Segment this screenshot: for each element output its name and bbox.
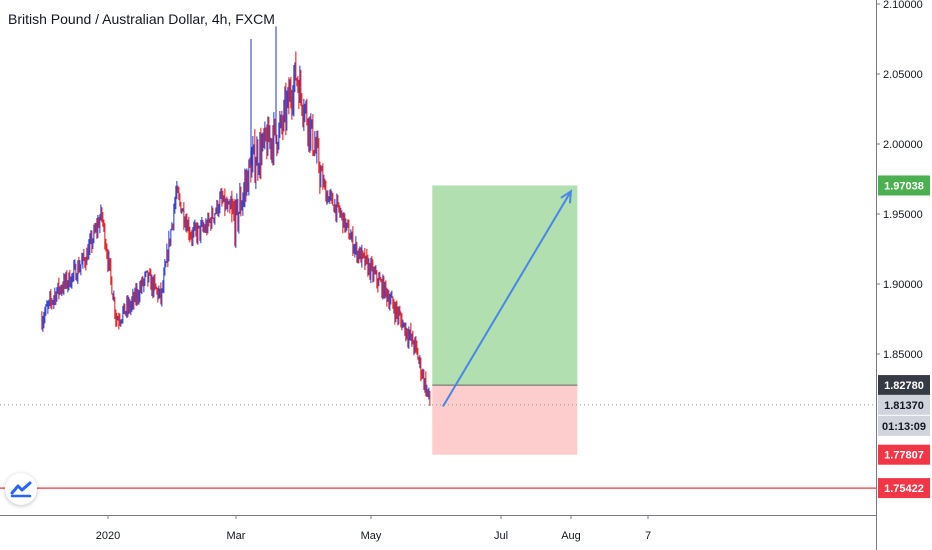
target-price-tag: 1.97038 bbox=[884, 180, 924, 192]
candles bbox=[41, 26, 431, 406]
price-axis[interactable]: 2.10000 2.05000 2.00000 1.95000 1.90000 1.850… bbox=[876, 0, 932, 550]
line-price-tag: 1.75422 bbox=[884, 483, 924, 495]
trend-arrow[interactable] bbox=[442, 189, 573, 408]
price-axis-bg[interactable] bbox=[876, 0, 932, 550]
y-tick-label-4: 1.90000 bbox=[883, 279, 923, 291]
countdown-tag: 01:13:09 bbox=[882, 421, 926, 433]
target-price-tag-bg bbox=[878, 175, 930, 196]
stop-price-tag: 1.77807 bbox=[884, 450, 924, 462]
entry-price-tag-bg bbox=[878, 375, 930, 396]
target-zone[interactable] bbox=[432, 185, 578, 386]
chart-title: British Pound / Australian Dollar, 4h, F… bbox=[8, 11, 275, 27]
x-tick-label-0: 2020 bbox=[96, 530, 120, 542]
stop-zone[interactable] bbox=[432, 385, 578, 455]
arrow-head[interactable] bbox=[560, 189, 573, 204]
entry-price-tag: 1.82780 bbox=[884, 380, 924, 392]
time-axis[interactable]: 2020 Mar May Jul Aug 7 bbox=[0, 515, 876, 550]
y-tick-label-0: 2.10000 bbox=[883, 0, 923, 11]
line-price-tag-bg bbox=[878, 478, 930, 499]
countdown-tag-bg bbox=[878, 415, 930, 436]
y-tick-label-3: 1.95000 bbox=[883, 209, 923, 221]
time-axis-bg[interactable] bbox=[0, 515, 876, 550]
logo-icon bbox=[10, 481, 32, 498]
y-tick-label-2: 2.00000 bbox=[883, 139, 923, 151]
arrow-line[interactable] bbox=[442, 190, 572, 408]
y-tick-label-1: 2.05000 bbox=[883, 69, 923, 81]
position-zones[interactable] bbox=[432, 185, 578, 455]
y-tick-label-5: 1.85000 bbox=[883, 349, 923, 361]
current-price-tag: 1.81370 bbox=[884, 400, 924, 412]
x-tick-label-4: Aug bbox=[561, 530, 581, 542]
stop-price-tag-bg bbox=[878, 444, 930, 465]
current-price-tag-bg bbox=[878, 394, 930, 415]
x-tick-label-5: 7 bbox=[645, 530, 651, 542]
x-tick-label-2: May bbox=[361, 530, 382, 542]
x-tick-label-1: Mar bbox=[227, 530, 246, 542]
tradingview-logo[interactable] bbox=[5, 473, 37, 505]
x-tick-label-3: Jul bbox=[494, 530, 508, 542]
price-tags: 1.97038 1.82780 1.81370 01:13:09 1.77807 1.75… bbox=[878, 175, 930, 499]
chart-lines bbox=[0, 404, 876, 489]
